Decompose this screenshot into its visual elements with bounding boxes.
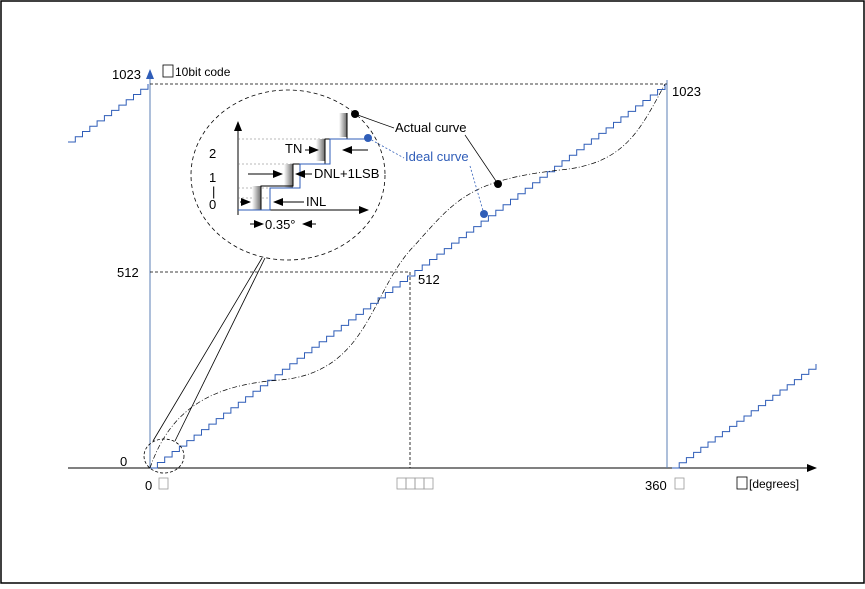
x-360-box [674, 477, 685, 490]
ideal-dot-1 [364, 134, 372, 142]
prev-period-staircase [68, 84, 149, 143]
actual-dot-1 [351, 110, 359, 118]
marker-1023-right: 1023 [672, 84, 701, 99]
inset-bar-0 [252, 186, 261, 210]
x-tick-360: 360 [645, 478, 667, 493]
x-tick-0: 0 [145, 478, 152, 493]
actual-dot-2 [494, 180, 502, 188]
inset-inl-label: INL [306, 194, 326, 209]
ideal-leader-2 [469, 165, 485, 215]
ideal-dot-2 [480, 210, 488, 218]
inset-tick-0: 0 [209, 197, 216, 212]
zoom-inset-content: 2 1 | 0 TN DNL+1LSB INL 0.35° [209, 113, 379, 232]
x-mid-boxes [396, 477, 434, 490]
next-period-staircase [672, 364, 817, 469]
y-tick-1023: 1023 [112, 67, 141, 82]
actual-curve-label: Actual curve [395, 120, 467, 135]
zoom-origin-circle [143, 438, 185, 474]
y-unit-box [162, 64, 174, 78]
ideal-staircase-group [68, 84, 817, 469]
x-zero-box [158, 477, 169, 490]
inset-step-label: 0.35° [265, 217, 296, 232]
actual-leader-1 [354, 113, 395, 129]
ideal-curve-label: Ideal curve [405, 149, 469, 164]
y-axis-label: 10bit code [175, 65, 231, 79]
inset-bar-2 [316, 139, 325, 161]
zoom-connector-line-1 [152, 257, 263, 442]
inset-tick-bar: | [212, 184, 215, 199]
inset-tick-1: 1 [209, 170, 216, 185]
actual-leader-2 [464, 134, 499, 185]
inset-tick-2: 2 [209, 146, 216, 161]
ideal-leader-1 [367, 137, 405, 159]
y-tick-0: 0 [120, 454, 127, 469]
marker-512-right: 512 [418, 272, 440, 287]
inset-bar-3 [339, 113, 347, 137]
x-axis-label: [degrees] [749, 477, 799, 491]
ideal-staircase-main [150, 84, 666, 469]
x-unit-box [736, 476, 748, 490]
actual-curve [149, 83, 666, 469]
inset-bar-1 [284, 164, 293, 188]
zoom-connector-line-2 [174, 257, 266, 442]
inset-tn-label: TN [285, 141, 302, 156]
inset-dnl-label: DNL+1LSB [314, 166, 379, 181]
y-tick-512: 512 [117, 265, 139, 280]
